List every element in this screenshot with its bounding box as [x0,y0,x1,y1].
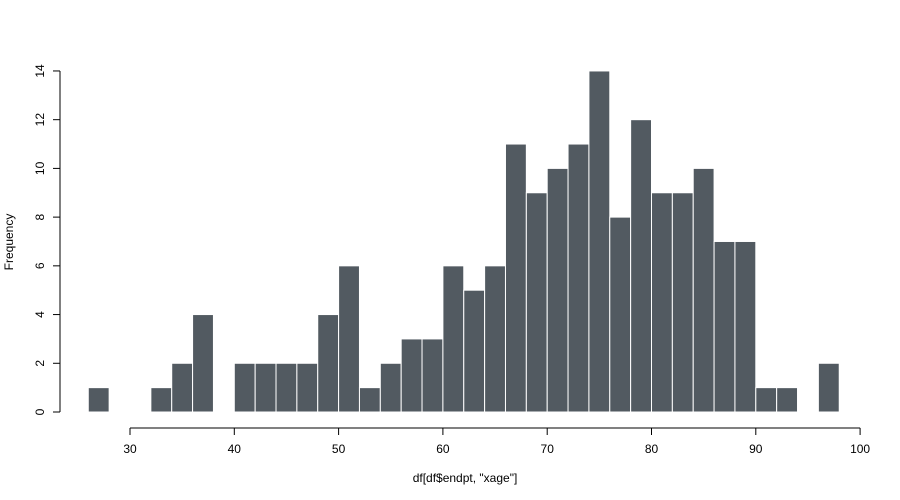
histogram-bar [713,240,736,413]
histogram-bar [546,167,569,413]
histogram-bar [275,362,298,413]
histogram-bar [609,216,632,413]
histogram-bar [463,289,486,413]
y-tick-label: 0 [33,408,47,415]
histogram-bar [734,240,757,413]
histogram-bar [755,387,778,413]
histogram-bar [671,192,694,413]
histogram-bar [442,265,465,413]
x-tick-label: 30 [123,442,137,456]
histogram-bar [87,387,110,413]
x-tick-label: 40 [228,442,242,456]
histogram-bar [630,119,653,413]
x-tick-label: 80 [645,442,659,456]
histogram-bar [692,167,715,413]
x-tick-label: 70 [541,442,555,456]
y-axis-title: Frequency [2,214,16,271]
histogram-bar [379,362,402,413]
x-tick-label: 90 [749,442,763,456]
y-tick-label: 8 [33,213,47,220]
histogram-bar [567,143,590,413]
x-tick-label: 60 [436,442,450,456]
histogram-bar [150,387,173,413]
y-axis: 0 2 4 6 8 10 12 14 [33,64,61,415]
y-tick-label: 12 [33,113,47,127]
y-tick-label: 2 [33,360,47,367]
y-tick-label: 6 [33,262,47,269]
histogram-bar [817,362,840,413]
y-tick-label: 14 [33,64,47,78]
histogram-bar [233,362,256,413]
y-tick-label: 10 [33,161,47,175]
x-tick-label: 50 [332,442,346,456]
histogram-bar [504,143,527,413]
histogram-bar [254,362,277,413]
histogram-bar [358,387,381,413]
x-axis-title: df[df$endpt, "xage"] [413,471,518,485]
histogram-bar [421,338,444,413]
bars-group [87,70,840,413]
x-axis: 30 40 50 60 70 80 90 100 [123,427,870,456]
x-tick-label: 100 [850,442,870,456]
histogram-bar [776,387,799,413]
histogram-bar [484,265,506,413]
histogram-bar [651,192,673,413]
histogram-bar [525,192,548,413]
histogram-bar [171,362,194,413]
histogram-bar [400,338,423,413]
histogram-bar [192,314,214,413]
histogram-bar [588,70,611,413]
histogram-bar [338,265,360,413]
histogram-bar [317,314,340,413]
histogram-bar [296,362,319,413]
y-tick-label: 4 [33,311,47,318]
